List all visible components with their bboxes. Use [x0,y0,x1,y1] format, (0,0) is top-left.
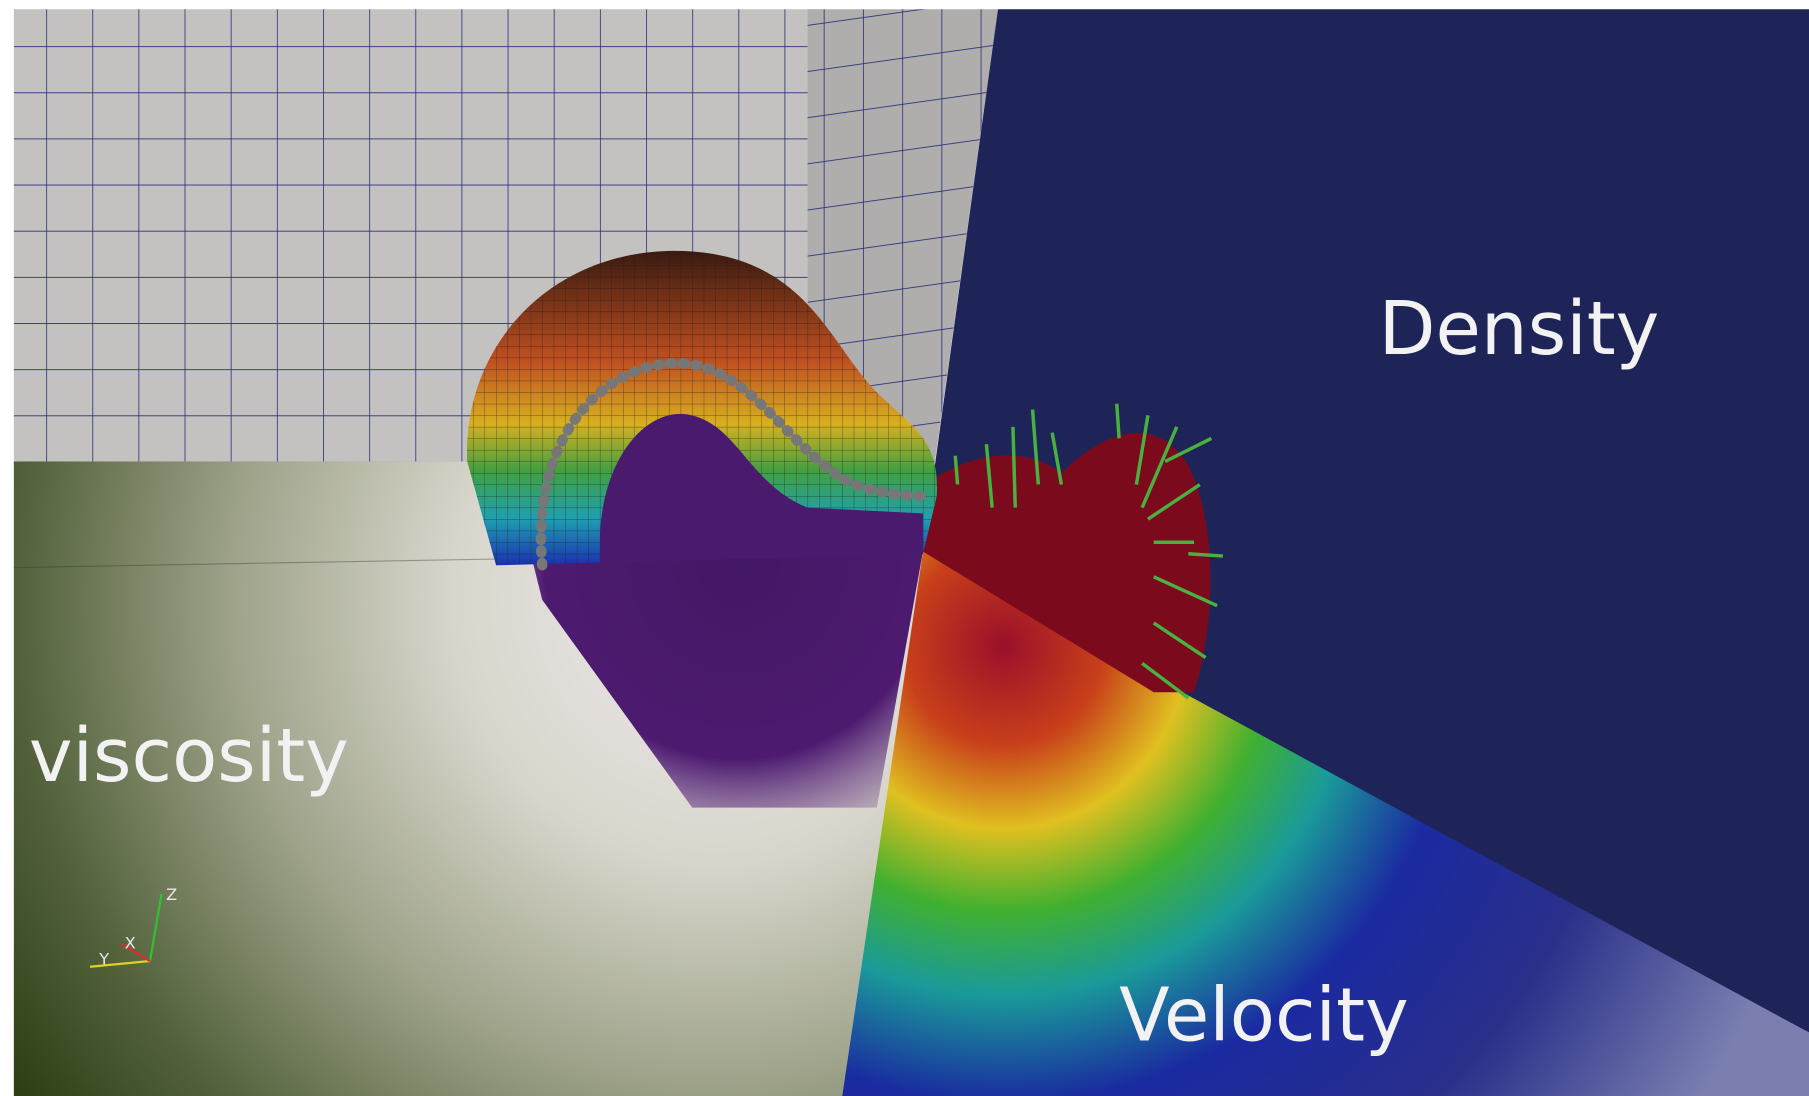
page: Z Y X Density viscosity Velocity (() => … [0,0,1809,1096]
viscosity-label: viscosity [29,713,349,799]
visualization: Z Y X Density viscosity Velocity [0,0,1809,1096]
axis-label-y: Y [98,949,109,968]
density-label: Density [1379,286,1660,372]
axis-label-x: X [125,933,136,952]
axis-label-z: Z [166,885,177,904]
velocity-label: Velocity [1119,973,1409,1059]
